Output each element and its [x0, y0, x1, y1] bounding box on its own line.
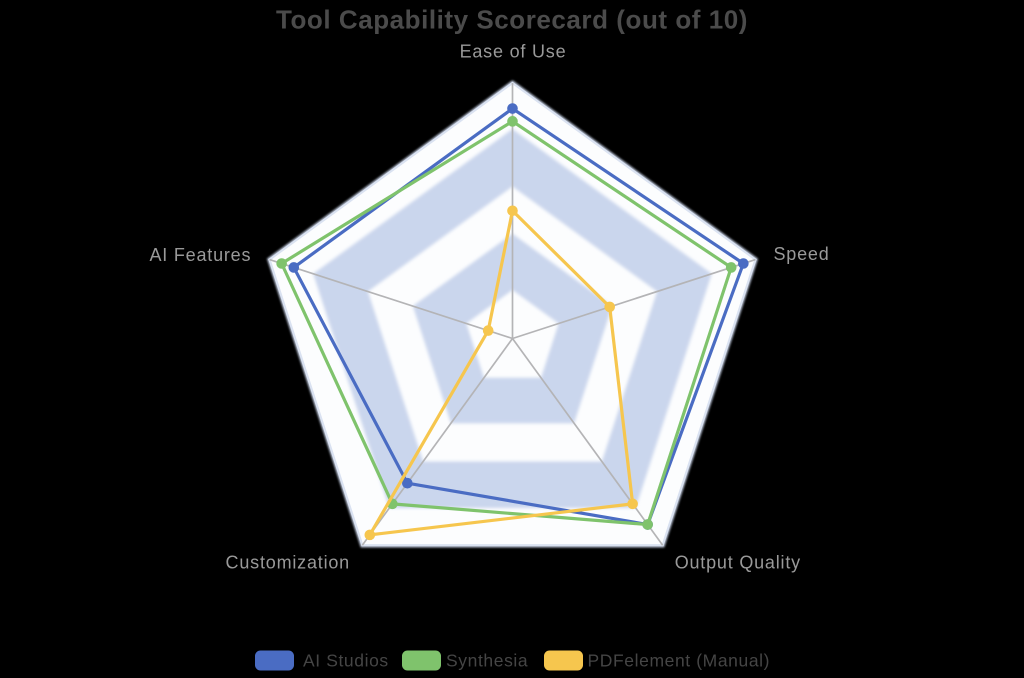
- svg-text:PDFelement (Manual): PDFelement (Manual): [588, 651, 771, 671]
- svg-text:Synthesia: Synthesia: [446, 651, 528, 671]
- svg-text:Ease of Use: Ease of Use: [460, 42, 567, 62]
- svg-text:Customization: Customization: [226, 553, 350, 573]
- svg-text:Output Quality: Output Quality: [675, 553, 801, 573]
- svg-text:AI Features: AI Features: [149, 245, 251, 265]
- svg-text:Speed: Speed: [774, 244, 830, 264]
- svg-text:Tool Capability Scorecard (out: Tool Capability Scorecard (out of 10): [276, 5, 748, 35]
- svg-text:AI Studios: AI Studios: [303, 651, 389, 671]
